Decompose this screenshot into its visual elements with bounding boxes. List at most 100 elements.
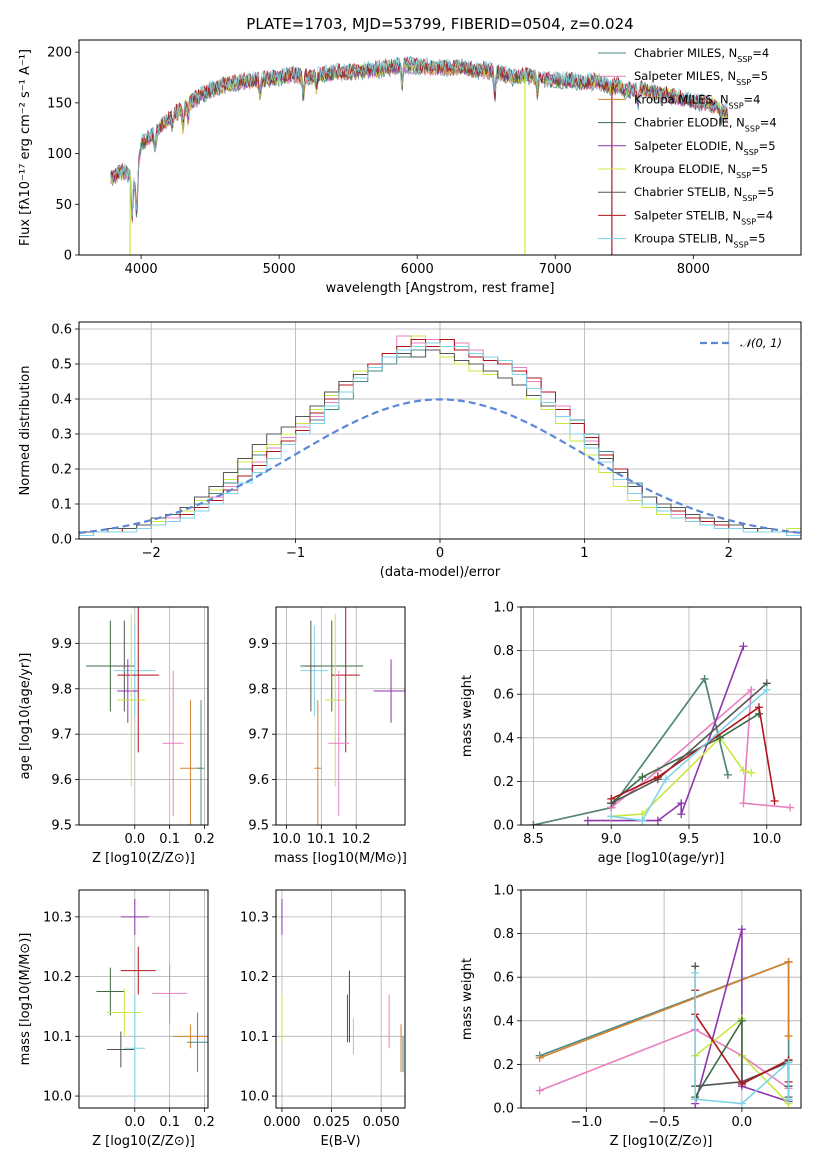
- y-tick-label: 9.5: [51, 819, 72, 834]
- y-tick-label: 10.2: [43, 970, 72, 985]
- weight-series-line: [694, 928, 789, 1104]
- panel-spectrum: 4000 5000 6000 7000 8000 0 50 100 150 200 waveleng…: [18, 39, 802, 296]
- weight-marker: [786, 803, 795, 812]
- weight-marker: [691, 968, 700, 977]
- panel-residuals: −2 −1 0 1 2 0.0 0.1 0.2 0.3 0.4 0.5 0.6 (data-model)…: [18, 321, 802, 580]
- weight-marker: [723, 770, 732, 779]
- y-tick-label: 0: [64, 249, 72, 264]
- x-axis-label: age [log10(age/yr)]: [598, 851, 725, 866]
- legend-label: Salpeter ELODIE, NSSP=5: [634, 139, 776, 157]
- y-tick-label: 10.0: [43, 1090, 72, 1105]
- weight-marker: [583, 816, 592, 825]
- weight-series-line: [610, 713, 760, 804]
- y-tick-label: 9.8: [51, 682, 72, 697]
- y-tick-label: 9.9: [51, 637, 72, 652]
- x-tick-label: 7000: [539, 262, 572, 277]
- x-tick-label: 0: [436, 546, 444, 561]
- x-axis-label: Z [log10(Z/Z⊙)]: [92, 1134, 195, 1149]
- y-tick-label: 50: [55, 198, 72, 213]
- axes-frame: [78, 889, 209, 1109]
- y-tick-label: 10.1: [43, 1030, 72, 1045]
- y-axis-label: Flux [fλ10⁻¹⁷ erg cm⁻² s⁻¹ A⁻¹]: [18, 49, 33, 246]
- weight-marker: [739, 799, 748, 808]
- x-tick-label: 10.0: [272, 832, 301, 847]
- panel-mass_vs_Z: 0.0 0.1 0.2 10.0 10.1 10.2 10.3 Z [log10(Z/Z⊙)]…: [18, 889, 215, 1149]
- y-tick-label: 9.7: [248, 728, 269, 743]
- x-axis-label: E(B-V): [320, 1134, 360, 1149]
- legend-label: Salpeter MILES, NSSP=5: [634, 69, 768, 87]
- x-tick-label: 0.0: [124, 1115, 145, 1130]
- weight-marker: [784, 1058, 793, 1067]
- y-tick-label: 0.0: [493, 1102, 514, 1117]
- y-tick-label: 0.2: [493, 1058, 514, 1073]
- panel-mass_vs_ebv: 0.000 0.025 0.050 10.0 10.1 10.2 10.3 E(B-V): [240, 889, 406, 1149]
- x-tick-label: 2: [725, 546, 733, 561]
- weight-marker: [762, 685, 771, 694]
- x-tick-label: 10.1: [307, 832, 336, 847]
- x-tick-label: 8.5: [523, 832, 544, 847]
- panel-age_vs_mass: 10.0 10.1 10.2 9.5 9.6 9.7 9.8 9.9 mass [log10(M…: [248, 606, 407, 866]
- y-tick-label: 9.6: [248, 773, 269, 788]
- weight-marker: [755, 703, 763, 712]
- legend-label: Salpeter STELIB, NSSP=4: [634, 208, 773, 226]
- figure-title: PLATE=1703, MJD=53799, FIBERID=0504, z=0…: [246, 15, 633, 33]
- weight-marker: [739, 642, 748, 651]
- y-tick-label: 1.0: [493, 601, 514, 616]
- weight-marker: [737, 925, 746, 934]
- panel-massweight_vs_age: 8.5 9.0 9.5 10.0 0.0 0.2 0.4 0.6 0.8 1.0 age [log1…: [460, 601, 802, 866]
- y-axis-label: age [log10(age/yr)]: [18, 653, 33, 780]
- y-tick-label: 10.1: [240, 1030, 269, 1045]
- x-tick-label: −1: [286, 546, 305, 561]
- y-tick-label: 0.8: [493, 927, 514, 942]
- legend: Chabrier MILES, NSSP=4 Salpeter MILES, NS…: [598, 46, 777, 249]
- y-tick-label: 0.0: [51, 533, 72, 548]
- histogram-steps: [79, 349, 801, 539]
- weight-marker: [607, 794, 616, 803]
- x-tick-label: 1: [580, 546, 588, 561]
- x-tick-label: 9.5: [679, 832, 700, 847]
- weight-marker: [747, 768, 756, 777]
- weight-marker: [691, 1095, 700, 1104]
- weight-series-line: [611, 689, 768, 822]
- y-tick-label: 0.5: [51, 358, 72, 373]
- weight-marker: [638, 816, 647, 825]
- weight-series-line: [533, 677, 729, 825]
- y-tick-label: 10.3: [240, 910, 269, 925]
- plot-area: [79, 335, 801, 539]
- weight-marker: [737, 1080, 746, 1089]
- plot-area: [110, 55, 729, 255]
- x-tick-label: 0.000: [263, 1115, 300, 1130]
- x-axis-label: wavelength [Angstrom, rest frame]: [326, 281, 555, 296]
- x-tick-label: 9.0: [601, 832, 622, 847]
- y-tick-label: 0.6: [493, 971, 514, 986]
- weight-marker: [739, 766, 748, 775]
- y-axis-label: mass weight: [460, 675, 475, 757]
- plot-area: [85, 607, 205, 825]
- x-tick-label: −0.5: [648, 1115, 680, 1130]
- weight-marker: [535, 1053, 544, 1062]
- y-axis-label: Normed distribution: [18, 366, 33, 496]
- legend-label: Chabrier MILES, NSSP=4: [634, 46, 769, 64]
- y-tick-label: 0.6: [493, 688, 514, 703]
- y-axis-label: mass [log10(M/M⊙)]: [18, 933, 33, 1066]
- x-tick-label: 10.0: [752, 832, 781, 847]
- y-tick-label: 10.2: [240, 970, 269, 985]
- y-tick-label: 0.1: [51, 498, 72, 513]
- weight-marker: [716, 733, 725, 742]
- plot-area: [529, 642, 795, 825]
- x-tick-label: 8000: [677, 262, 710, 277]
- y-tick-label: 9.5: [248, 819, 269, 834]
- panel-massweight_vs_Z: −1.0 −0.5 0.0 0.0 0.2 0.4 0.6 0.8 1.0 Z [log10(Z/…: [460, 884, 802, 1149]
- plot-area: [300, 607, 405, 825]
- normal-curve: [79, 398, 801, 534]
- weight-marker: [535, 1086, 544, 1095]
- y-tick-label: 0.8: [493, 644, 514, 659]
- panel-age_vs_Z: 0.0 0.1 0.2 9.5 9.6 9.7 9.8 9.9 Z [log10(Z/Z⊙)] a…: [18, 606, 215, 866]
- x-tick-label: 0.050: [363, 1115, 400, 1130]
- weight-marker: [747, 685, 756, 694]
- legend-label: Kroupa MILES, NSSP=4: [634, 92, 760, 110]
- y-tick-label: 0.6: [51, 323, 72, 338]
- weight-marker: [784, 957, 793, 966]
- weight-marker: [677, 810, 686, 819]
